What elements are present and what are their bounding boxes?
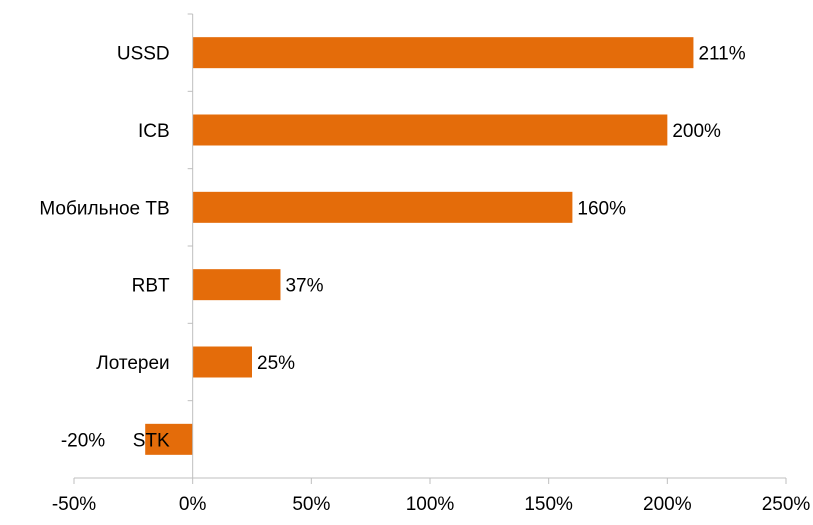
data-label: 211% — [698, 44, 745, 65]
category-label: USSD — [117, 44, 170, 65]
category-label: STK — [133, 430, 170, 451]
labels-layer: -50% 0% 50% 100% 150% 200% 250% USSD ICB Мобильно… — [39, 44, 810, 515]
data-label: 160% — [577, 198, 626, 219]
category-label: Лотереи — [96, 353, 169, 374]
category-label: Мобильное ТВ — [39, 198, 169, 219]
x-tick-label: 200% — [643, 494, 692, 515]
data-label: 200% — [672, 121, 721, 142]
data-label: 37% — [285, 276, 323, 297]
data-label: 25% — [257, 353, 295, 374]
x-tick-label: 50% — [292, 494, 330, 515]
x-tick-label: 0% — [179, 494, 207, 515]
axis-layer — [73, 13, 787, 484]
x-tick-label: -50% — [52, 494, 96, 515]
category-label: ICB — [138, 121, 170, 142]
x-tick-label: 250% — [762, 494, 811, 515]
bar-4 — [192, 346, 252, 378]
bar-0 — [192, 37, 694, 69]
bar-3 — [192, 269, 281, 301]
bar-5 — [145, 423, 193, 455]
x-tick-label: 150% — [524, 494, 573, 515]
bar-1 — [192, 114, 668, 146]
bars-layer — [145, 37, 694, 455]
category-label: RBT — [132, 276, 170, 297]
data-label: -20% — [61, 430, 105, 451]
bar-2 — [192, 191, 573, 223]
x-tick-label: 100% — [406, 494, 455, 515]
